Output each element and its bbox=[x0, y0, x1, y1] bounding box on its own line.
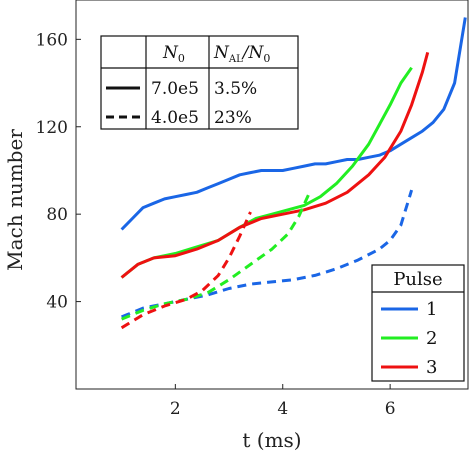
x-axis-label: t (ms) bbox=[242, 428, 301, 452]
table-cell-ratio: 3.5% bbox=[214, 79, 257, 99]
table-cell-n0: 7.0e5 bbox=[151, 79, 199, 99]
table-cell-n0: 4.0e5 bbox=[151, 108, 199, 128]
y-axis-label: Mach number bbox=[3, 129, 27, 271]
legend-frame bbox=[371, 264, 465, 382]
series-line-pulse-2-solid bbox=[120, 66, 413, 279]
legend-label-3: 3 bbox=[426, 357, 437, 378]
x-tick-label: 2 bbox=[170, 399, 181, 419]
table-header-ratio: NAL/N0 bbox=[213, 43, 270, 65]
series-line-pulse-1-solid bbox=[120, 17, 467, 231]
series-line-pulse-1-dashed bbox=[121, 189, 414, 319]
x-tick-label: 6 bbox=[385, 399, 396, 419]
y-tick-label: 40 bbox=[46, 293, 68, 313]
legend-label-2: 2 bbox=[426, 328, 437, 349]
series-lines bbox=[120, 17, 467, 330]
y-tick-label: 160 bbox=[36, 30, 68, 50]
series-line-pulse-2-dashed bbox=[121, 191, 311, 321]
series-line-pulse-3-solid bbox=[120, 52, 430, 279]
table-frame bbox=[100, 35, 299, 130]
series-line-pulse-3-dashed bbox=[120, 211, 252, 330]
axis-ticks: 2 4 6 40 80 120 160 bbox=[36, 30, 396, 419]
x-tick-label: 4 bbox=[277, 399, 288, 419]
y-tick-label: 120 bbox=[36, 118, 68, 138]
legend-label-1: 1 bbox=[426, 299, 437, 320]
n0-table: N0 NAL/N0 7.0e5 3.5% 4.0e5 23% bbox=[100, 35, 299, 130]
legend-title: Pulse bbox=[393, 269, 442, 290]
pulse-legend: Pulse 1 2 3 bbox=[371, 264, 465, 382]
table-header-n0: N0 bbox=[162, 43, 185, 65]
y-tick-label: 80 bbox=[46, 205, 68, 225]
table-cell-ratio: 23% bbox=[214, 108, 252, 128]
